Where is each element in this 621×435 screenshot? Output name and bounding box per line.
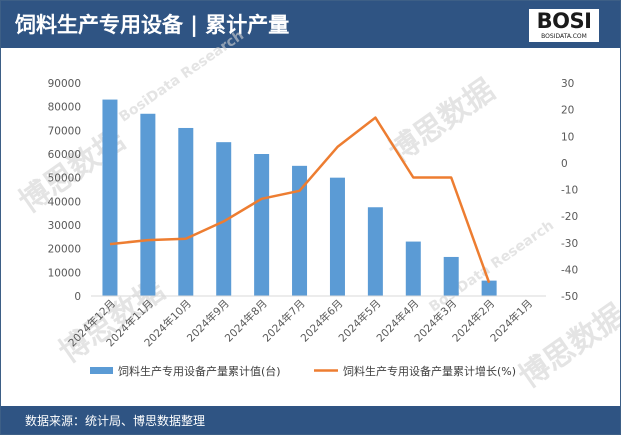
right-tick-label: -20 <box>561 211 578 223</box>
right-tick-label: -40 <box>561 264 578 276</box>
left-tick-label: 40000 <box>48 196 81 208</box>
left-tick-label: 30000 <box>48 220 81 232</box>
bar <box>140 113 156 297</box>
right-tick-label: 10 <box>561 131 574 143</box>
legend-bar-label: 饲料生产专用设备产量累计值(台) <box>118 364 281 378</box>
legend: 饲料生产专用设备产量累计值(台) 饲料生产专用设备产量累计增长(%) <box>90 364 516 378</box>
right-tick-label: 20 <box>561 105 574 117</box>
bar <box>367 207 383 296</box>
right-tick-label: 30 <box>561 78 574 90</box>
footer-bar: 数据来源：统计局、博思数据整理 <box>1 406 620 434</box>
x-axis: 2024年12月2024年11月2024年10月2024年9月2024年8月20… <box>66 295 546 349</box>
bar <box>405 241 421 296</box>
left-tick-label: 70000 <box>48 125 81 137</box>
left-tick-label: 60000 <box>48 149 81 161</box>
bar <box>481 280 497 296</box>
bar <box>443 256 459 296</box>
left-tick-label: 80000 <box>48 102 81 114</box>
legend-line-label: 饲料生产专用设备产量累计增长(%) <box>343 364 516 378</box>
right-axis: -50 -40 -30 -20 -10 0 10 20 30 <box>561 78 578 303</box>
bar <box>292 165 308 296</box>
bar <box>254 154 270 296</box>
brand-logo: BOSI BOSIDATA.COM <box>529 9 599 42</box>
left-tick-label: 10000 <box>48 267 81 279</box>
header-bar: 饲料生产专用设备 | 累计产量 BOSI BOSIDATA.COM <box>1 1 620 48</box>
logo-domain: BOSIDATA.COM <box>541 33 587 40</box>
line-series <box>109 116 491 284</box>
right-tick-label: 0 <box>561 158 568 170</box>
logo-wordmark: BOSI <box>536 9 592 33</box>
bar <box>102 99 118 296</box>
bar <box>329 177 345 296</box>
right-tick-label: -10 <box>561 185 578 197</box>
bar-series <box>102 99 497 297</box>
left-axis: 0 10000 20000 30000 40000 50000 60000 70000 8000… <box>48 78 81 303</box>
legend-bar-swatch <box>90 367 113 374</box>
right-tick-label: -50 <box>561 291 578 303</box>
page-title: 饲料生产专用设备 | 累计产量 <box>15 13 290 37</box>
bar <box>216 142 232 296</box>
source-note: 数据来源：统计局、博思数据整理 <box>25 414 206 428</box>
right-tick-label: -30 <box>561 238 578 250</box>
left-tick-label: 20000 <box>48 244 81 256</box>
left-tick-label: 90000 <box>48 78 81 90</box>
left-tick-label: 0 <box>74 291 81 303</box>
bar <box>178 127 194 296</box>
left-tick-label: 50000 <box>48 173 81 185</box>
combo-chart: 0 10000 20000 30000 40000 50000 60000 70000 8000… <box>48 78 579 378</box>
